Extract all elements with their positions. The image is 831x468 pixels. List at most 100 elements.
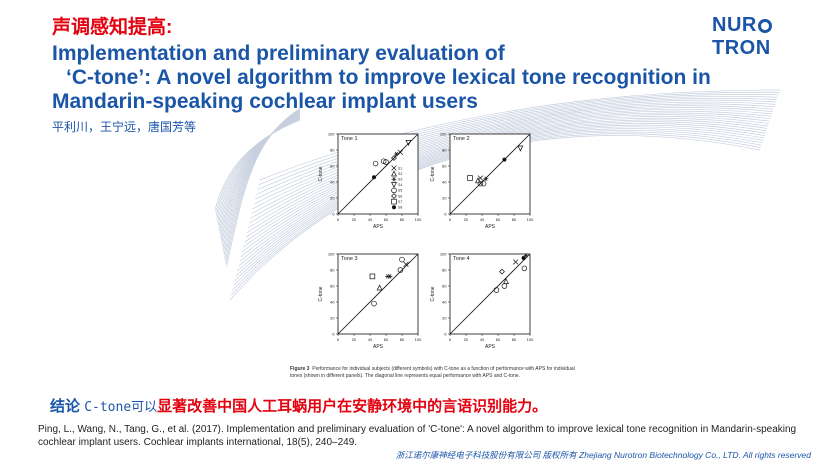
x-tick-label: 20: [464, 337, 469, 342]
data-point: [477, 175, 484, 181]
panel-title: Tone 2: [453, 136, 470, 142]
equality-diagonal: [337, 133, 419, 215]
paper-title-line-3: Mandarin-speaking cochlear implant users: [52, 90, 478, 113]
data-point: [517, 145, 524, 152]
data-point: [391, 165, 397, 171]
x-tick-label: 20: [352, 337, 357, 342]
data-point: [391, 193, 397, 199]
data-point: [477, 180, 484, 187]
y-tick-label: 100: [440, 251, 447, 256]
legend-label: S2: [398, 172, 402, 176]
reference-citation: Ping, L., Wang, N., Tang, G., et al. (20…: [38, 424, 797, 448]
x-tick-label: 40: [480, 337, 485, 342]
data-point: [387, 274, 393, 279]
y-axis-label: C-tone: [318, 166, 324, 181]
logo-text-end: TRON: [712, 37, 771, 59]
y-tick-label: 40: [442, 179, 447, 184]
x-tick-label: 0: [449, 337, 452, 342]
y-tick-label: 20: [442, 315, 447, 320]
x-axis-label: APS: [373, 224, 384, 230]
scatter-panel: Tone 4 00 20 20 40 40 60 60 80 80 100 100 APS C-tone: [430, 251, 534, 350]
data-point: [391, 176, 397, 182]
x-tick-label: 60: [384, 337, 389, 342]
y-tick-label: 80: [330, 147, 335, 152]
figure-caption: Figure 3 Performance for individual subj…: [290, 366, 580, 379]
y-tick-label: 40: [442, 299, 447, 304]
paper-title: Implementation and preliminary evaluatio…: [52, 42, 792, 114]
data-point: [392, 205, 396, 210]
x-tick-label: 60: [496, 217, 501, 222]
data-point: [405, 140, 412, 146]
data-point: [391, 182, 397, 188]
y-tick-label: 100: [328, 251, 335, 256]
copyright-footer: 浙江诺尔康神经电子科技股份有限公司 版权所有 Zhejiang Nurotron…: [395, 450, 811, 460]
data-point: [503, 278, 509, 284]
legend-label: S1: [398, 166, 402, 170]
y-tick-label: 60: [442, 163, 447, 168]
logo-text-start: NUR: [712, 14, 757, 36]
x-tick-label: 80: [512, 337, 517, 342]
x-axis-label: APS: [485, 224, 496, 230]
caption-label: Figure 3: [290, 366, 310, 372]
data-point: [521, 256, 526, 260]
y-tick-label: 40: [330, 179, 335, 184]
slide-title-zh: 声调感知提高:: [52, 17, 173, 38]
scatter-panel: Tone 3 00 20 20 40 40 60 60 80 80 100 100 APS C-tone: [318, 251, 422, 350]
data-point: [483, 176, 489, 182]
x-axis-label: APS: [373, 344, 384, 350]
data-point: [397, 149, 404, 156]
data-point: [399, 256, 405, 263]
y-tick-label: 80: [442, 267, 447, 272]
legend-label: S8: [398, 206, 402, 210]
data-point: [394, 151, 399, 157]
data-point: [391, 155, 397, 161]
o-ring-icon: [757, 19, 772, 33]
y-tick-label: 60: [330, 283, 335, 288]
y-tick-label: 20: [330, 315, 335, 320]
y-tick-label: 0: [332, 331, 335, 336]
y-tick-label: 60: [330, 163, 335, 168]
data-point: [397, 267, 404, 273]
paper-title-line-1: Implementation and preliminary evaluatio…: [52, 42, 505, 65]
x-tick-label: 100: [527, 217, 534, 222]
x-tick-label: 100: [415, 337, 422, 342]
nurotron-logo: NURTRON: [712, 14, 831, 60]
x-tick-label: 100: [527, 337, 534, 342]
y-tick-label: 0: [332, 211, 335, 216]
data-point: [480, 180, 487, 187]
data-point: [512, 259, 519, 265]
data-point: [403, 261, 409, 268]
y-tick-label: 80: [330, 267, 335, 272]
x-tick-label: 80: [400, 217, 405, 222]
panel-title: Tone 4: [453, 256, 470, 262]
x-tick-label: 0: [449, 217, 452, 222]
y-tick-label: 0: [444, 211, 447, 216]
data-point: [493, 287, 500, 293]
caption-text: Performance for individual subjects (dif…: [290, 366, 575, 379]
data-point: [372, 175, 376, 180]
y-tick-label: 40: [330, 299, 335, 304]
y-tick-label: 0: [444, 331, 447, 336]
conclusion-text-start: C-tone可以: [84, 400, 158, 415]
legend-label: S5: [398, 189, 402, 193]
y-tick-label: 100: [328, 131, 335, 136]
data-point: [521, 265, 528, 272]
x-tick-label: 80: [512, 217, 517, 222]
panel-title: Tone 1: [341, 136, 358, 142]
authors: 平利川，王宁远，唐国芳等: [52, 120, 197, 134]
data-point: [502, 157, 507, 162]
x-axis-label: APS: [485, 344, 496, 350]
x-tick-label: 20: [352, 217, 357, 222]
y-axis-label: C-tone: [430, 286, 436, 301]
legend-label: S6: [398, 194, 402, 198]
data-point: [369, 273, 376, 280]
data-point: [391, 170, 397, 177]
x-tick-label: 40: [368, 217, 373, 222]
y-axis-label: C-tone: [430, 166, 436, 181]
legend-label: S3: [398, 178, 402, 182]
y-tick-label: 60: [442, 283, 447, 288]
equality-diagonal: [449, 253, 531, 335]
data-point: [467, 175, 473, 181]
data-point: [391, 187, 397, 194]
